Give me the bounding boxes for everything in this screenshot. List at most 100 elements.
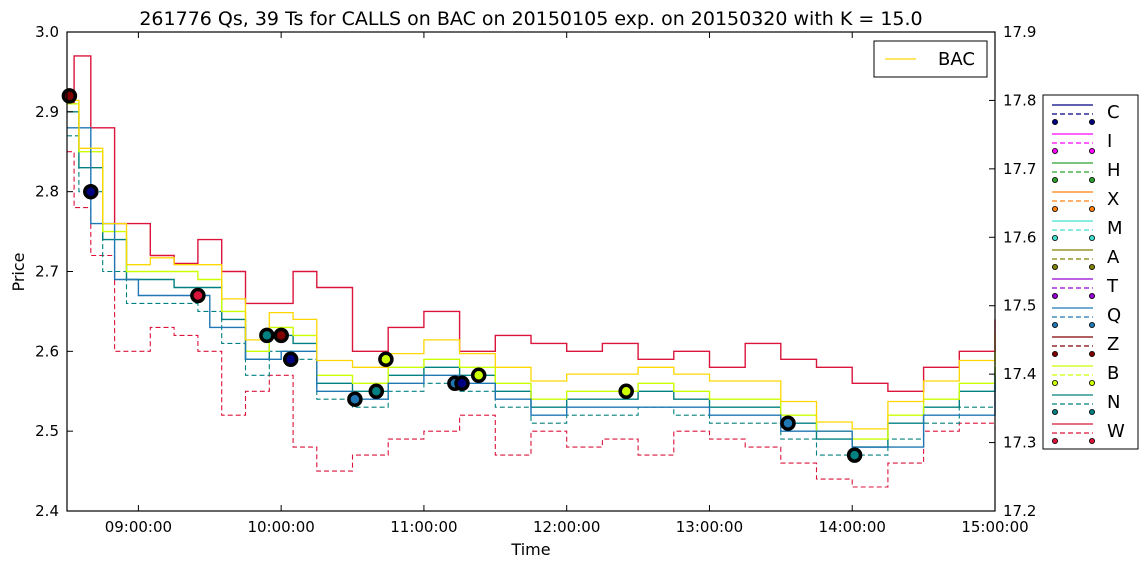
legend-dot — [1052, 379, 1059, 386]
y2-tick-label: 17.7 — [1003, 160, 1036, 178]
y2-tick-label: 17.4 — [1003, 365, 1036, 383]
trade-marker — [378, 351, 394, 368]
legend-dot — [1089, 205, 1096, 212]
y-tick-label: 2.6 — [35, 342, 59, 360]
y-tick-label: 3.0 — [35, 23, 59, 41]
legend-dot — [1089, 321, 1096, 328]
chart-title: 261776 Qs, 39 Ts for CALLS on BAC on 201… — [139, 8, 922, 30]
legend-dot — [1052, 321, 1059, 328]
trade-marker — [61, 88, 78, 104]
legend-item-c: C — [1052, 102, 1120, 126]
trade-marker — [780, 415, 796, 431]
underlying-legend: BAC — [873, 40, 988, 78]
trade-marker — [470, 367, 487, 384]
legend-dot — [1089, 408, 1096, 415]
series-w-bid — [67, 151, 996, 488]
legend-dot — [1052, 292, 1059, 299]
trade-layer — [61, 88, 863, 463]
legend-label: Q — [1107, 305, 1121, 326]
legend-item-x: X — [1052, 189, 1119, 212]
legend-dot — [1089, 292, 1096, 299]
x-tick-label: 11:00:00 — [390, 518, 457, 536]
trade-marker — [190, 287, 206, 304]
legend-label: Z — [1107, 334, 1119, 355]
x-tick-label: 10:00:00 — [247, 518, 314, 536]
trade-marker — [282, 351, 299, 368]
legend-dot — [1089, 147, 1096, 154]
legend-dot — [1089, 379, 1096, 386]
legend-dot — [1052, 119, 1059, 126]
legend-dot — [1052, 176, 1059, 183]
legend-item-q: Q — [1052, 305, 1121, 328]
y-axis-title: Price — [9, 252, 28, 291]
trade-marker — [618, 383, 634, 400]
series-underlying — [67, 99, 996, 430]
legend-dot — [1089, 263, 1096, 270]
trade-marker — [273, 327, 289, 344]
legend-dot — [1089, 437, 1096, 444]
legend-item-t: T — [1052, 276, 1119, 299]
y2-tick-label: 17.3 — [1003, 434, 1036, 452]
y2-tick-label: 17.2 — [1003, 502, 1036, 520]
legend-label: I — [1107, 131, 1112, 152]
y2-tick-label: 17.6 — [1003, 228, 1036, 246]
legend-dot — [1052, 437, 1059, 444]
y2-tick-label: 17.5 — [1003, 297, 1036, 315]
legend-dot — [1089, 234, 1096, 241]
legend-item-z: Z — [1052, 334, 1119, 357]
y-tick-label: 2.4 — [35, 502, 59, 520]
x-tick-label: 09:00:00 — [105, 518, 172, 536]
y2-tick-label: 17.8 — [1003, 91, 1036, 109]
trade-marker — [347, 391, 363, 407]
legend-item-i: I — [1052, 131, 1112, 154]
y-tick-label: 2.7 — [35, 263, 59, 281]
legend-item-n: N — [1052, 392, 1120, 415]
series-b-ask — [67, 103, 996, 440]
x-axis-title: Time — [510, 540, 550, 559]
legend-item-w: W — [1052, 421, 1125, 444]
trade-marker — [846, 447, 863, 463]
legend-dot — [1089, 119, 1096, 126]
legend-label: B — [1107, 363, 1119, 384]
x-axis: 09:00:00 10:00:00 11:00:00 12:00:00 13:00:00… — [105, 32, 1029, 536]
y-tick-label: 2.8 — [35, 183, 59, 201]
legend-label: H — [1107, 160, 1121, 181]
trade-marker — [454, 375, 470, 392]
legend-item-a: A — [1052, 247, 1120, 270]
exchange-legend-box — [1042, 94, 1139, 450]
y2-axis: 17.2 17.3 17.4 17.5 17.6 17.7 17.8 17.9 — [989, 23, 1036, 520]
series-w-ask — [67, 55, 996, 392]
trade-marker — [368, 383, 385, 400]
legend-dot — [1089, 350, 1096, 357]
x-tick-label: 12:00:00 — [533, 518, 600, 536]
legend-dot — [1089, 176, 1096, 183]
legend-label: M — [1107, 218, 1123, 239]
legend-dot — [1052, 263, 1059, 270]
series-layer — [67, 55, 996, 488]
legend-label: N — [1107, 392, 1120, 413]
legend-dot — [1052, 408, 1059, 415]
legend-item-h: H — [1052, 160, 1121, 183]
x-tick-label: 15:00:00 — [961, 518, 1028, 536]
legend-label: W — [1107, 421, 1125, 442]
legend-dot — [1052, 205, 1059, 212]
legend-label: A — [1107, 247, 1120, 268]
legend-label: X — [1107, 189, 1119, 210]
trade-marker — [259, 327, 275, 344]
x-tick-label: 13:00:00 — [676, 518, 743, 536]
y2-tick-label: 17.9 — [1003, 23, 1036, 41]
legend-label: T — [1106, 276, 1119, 297]
y-axis: 2.4 2.5 2.6 2.7 2.8 2.9 3.0 — [35, 23, 73, 520]
legend-item-m: M — [1052, 218, 1123, 241]
x-tick-label: 14:00:00 — [819, 518, 886, 536]
y-tick-label: 2.5 — [35, 422, 59, 440]
underlying-legend-label: BAC — [938, 49, 975, 70]
legend-label: C — [1107, 102, 1120, 123]
legend-dot — [1052, 350, 1059, 357]
legend-dot — [1052, 147, 1059, 154]
trade-marker — [83, 183, 99, 200]
legend-item-b: B — [1052, 363, 1119, 386]
legend-dot — [1052, 234, 1059, 241]
